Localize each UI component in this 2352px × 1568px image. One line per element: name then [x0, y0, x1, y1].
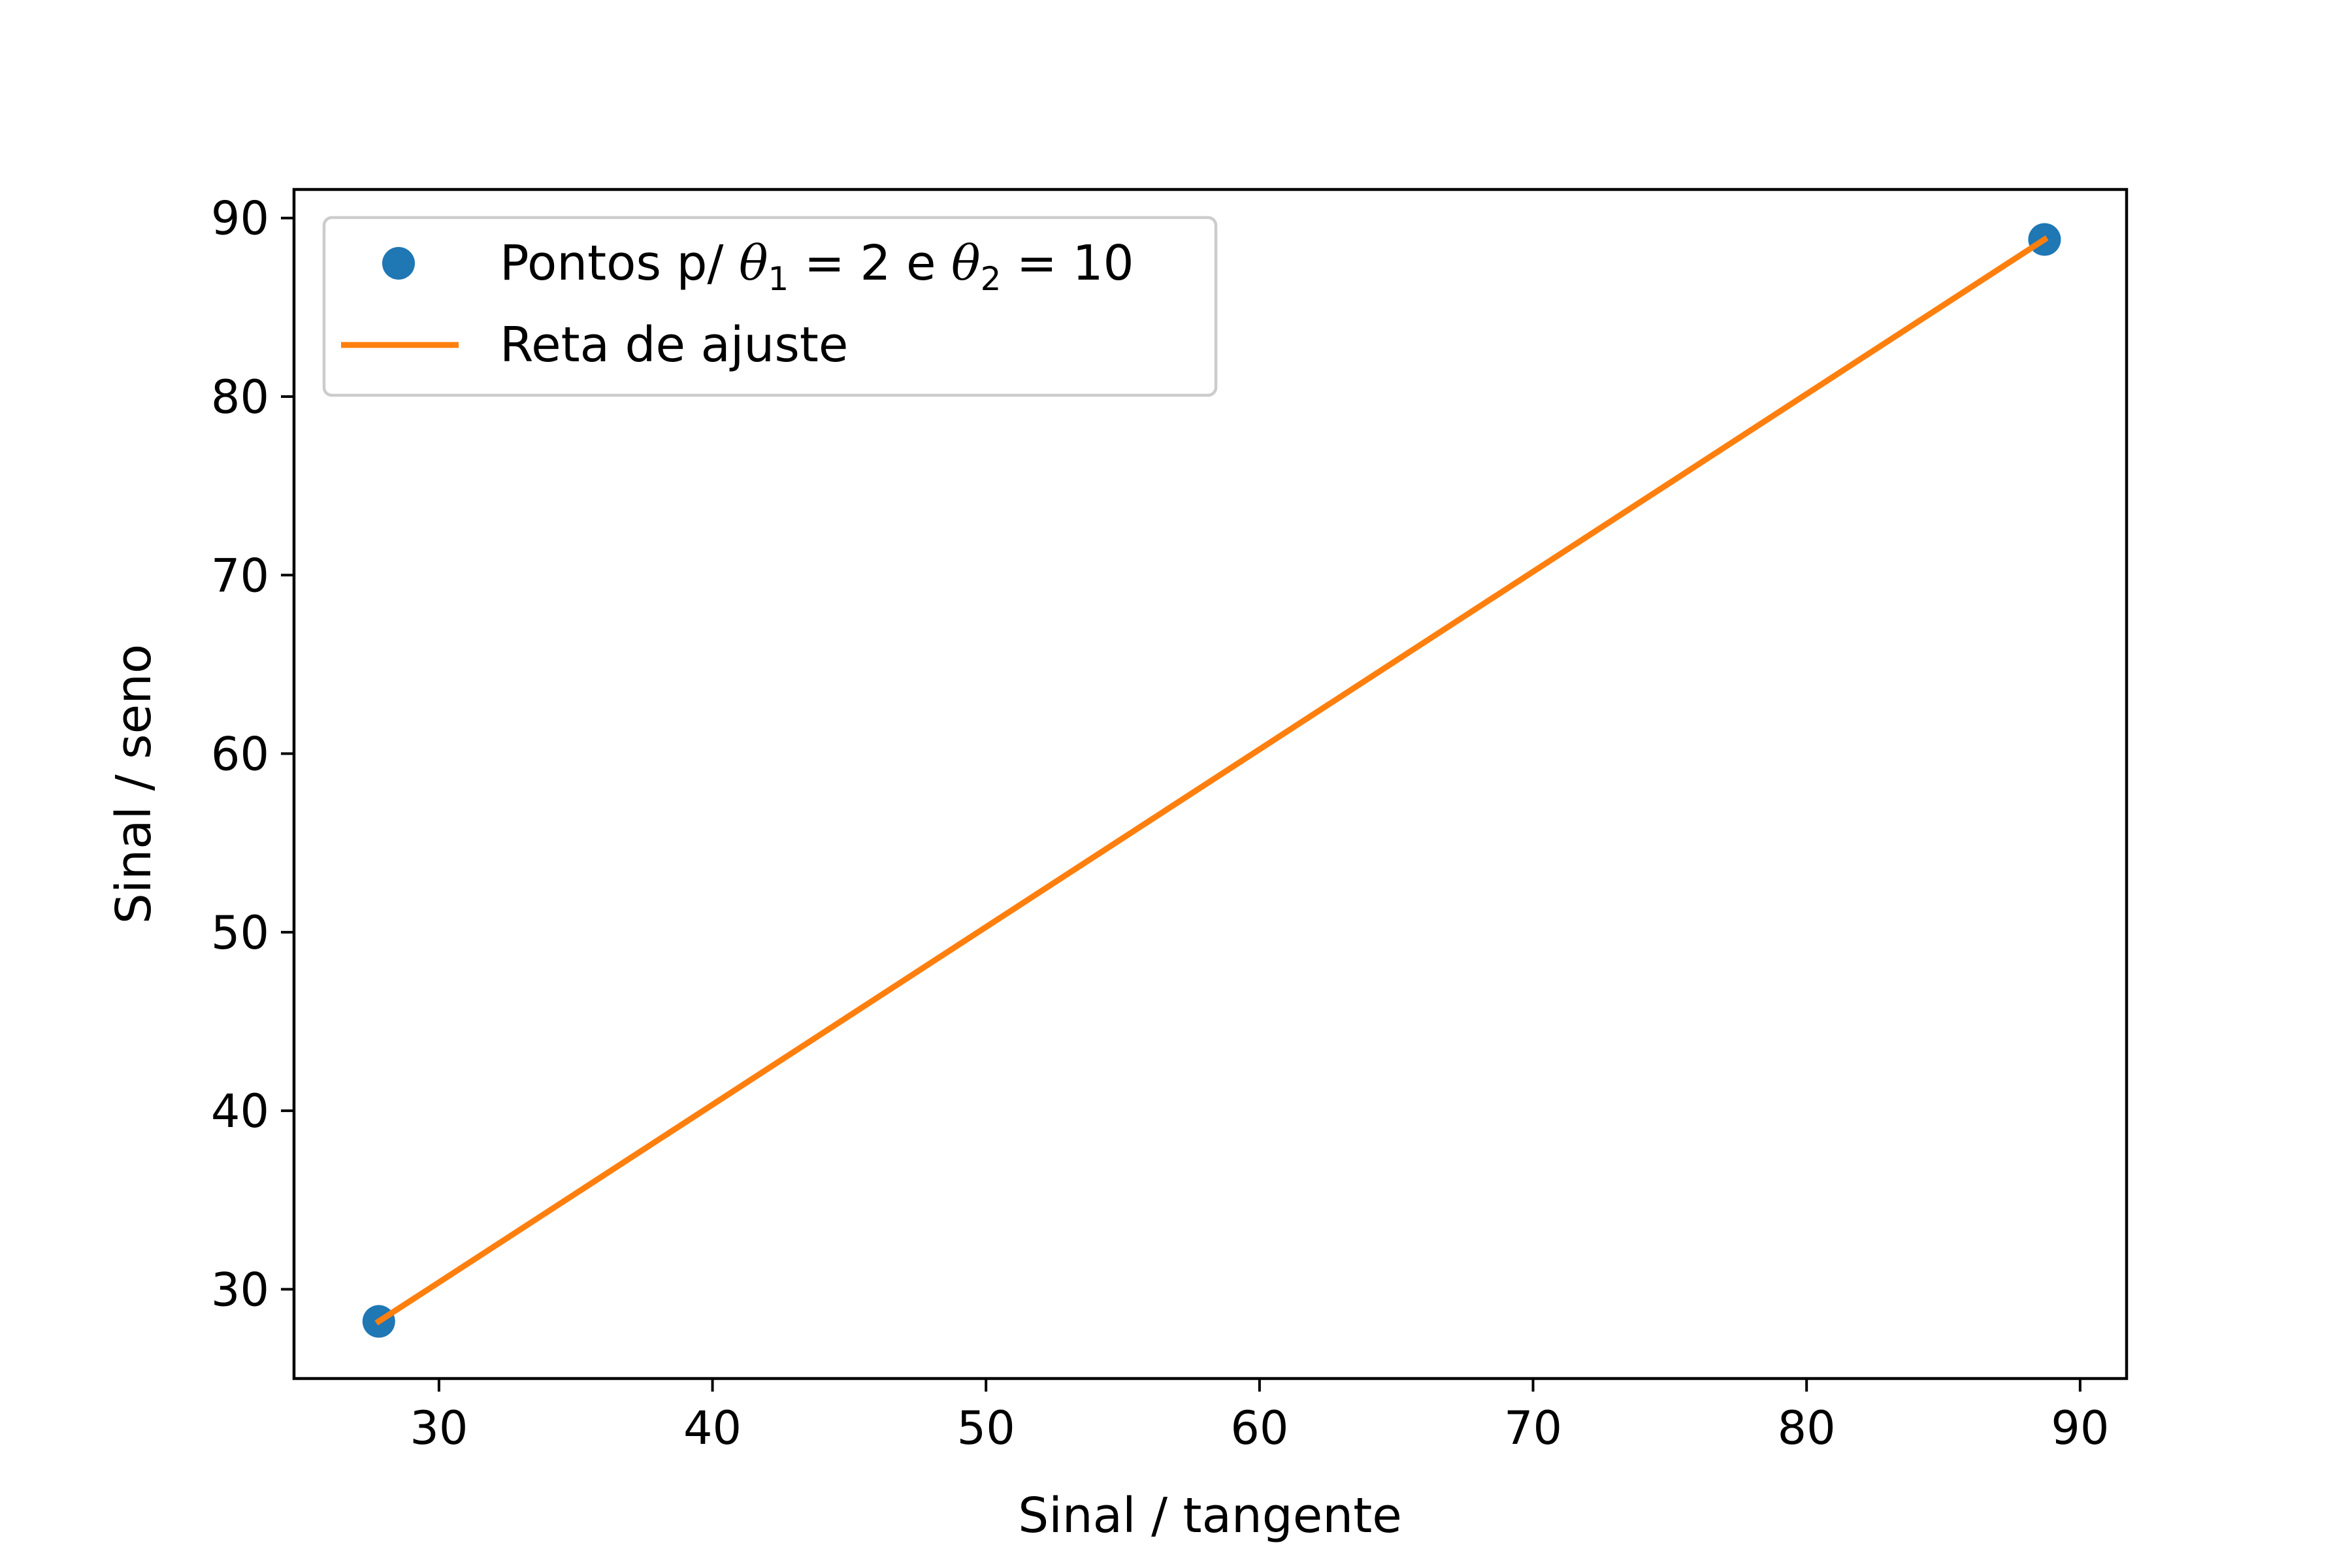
x-axis-label: Sinal / tangente: [1018, 1488, 1402, 1544]
y-axis: 30 40 50 60 70 80 90: [211, 192, 294, 1316]
legend-box: [322, 216, 1218, 397]
legend-label-line: Reta de ajuste: [500, 317, 848, 373]
y-tick-label: 30: [211, 1263, 269, 1316]
x-tick-label: 60: [1230, 1401, 1288, 1455]
x-tick-label: 70: [1504, 1401, 1562, 1455]
y-tick-label: 70: [211, 549, 269, 602]
legend-marker-points: [382, 247, 415, 280]
x-tick-label: 80: [1778, 1401, 1836, 1455]
x-tick-label: 90: [2051, 1401, 2109, 1455]
legend-label-points: Pontos p/ θ1 = 2 e θ2 = 10: [500, 235, 1134, 298]
x-tick-label: 40: [683, 1401, 742, 1455]
y-axis-label: Sinal / seno: [106, 644, 162, 924]
y-tick-label: 90: [211, 192, 269, 246]
series-layer: [362, 223, 2061, 1338]
x-tick-label: 30: [410, 1401, 468, 1455]
y-tick-label: 60: [211, 728, 269, 781]
x-axis: 30 40 50 60 70 80 90: [410, 1379, 2109, 1455]
legend: Pontos p/ θ1 = 2 e θ2 = 10 Reta de ajust…: [322, 216, 1218, 397]
y-tick-label: 80: [211, 370, 269, 424]
y-tick-label: 40: [211, 1085, 269, 1138]
y-tick-label: 50: [211, 906, 269, 960]
x-tick-label: 50: [957, 1401, 1015, 1455]
fit-line: [374, 235, 2049, 1326]
